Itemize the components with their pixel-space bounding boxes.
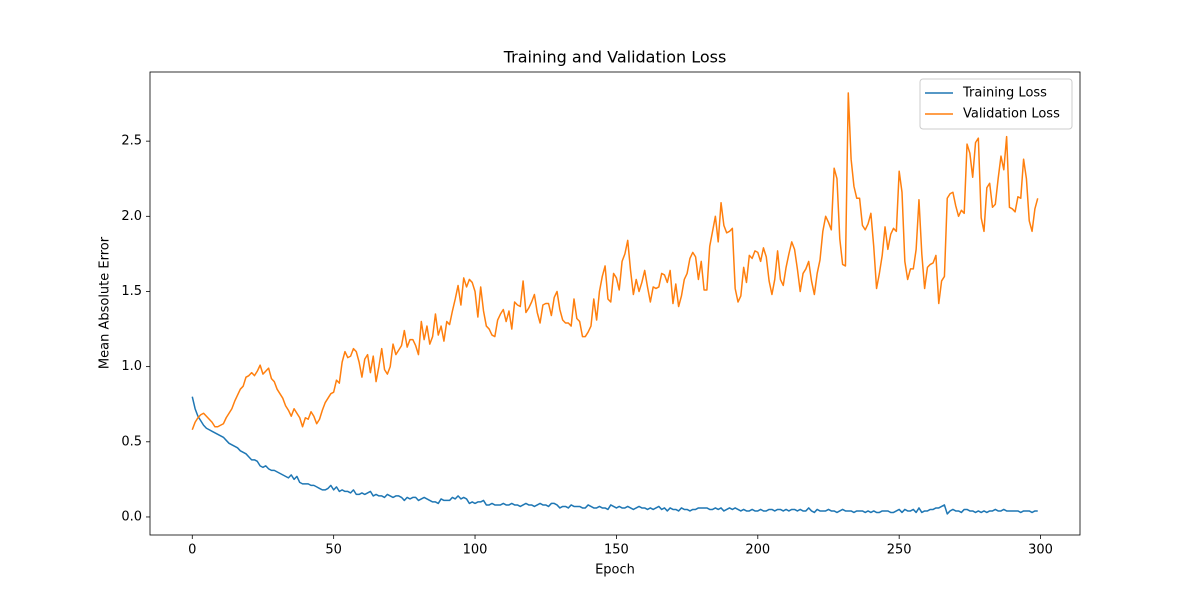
x-tick-label: 250	[887, 543, 912, 558]
y-axis-label: Mean Absolute Error	[98, 236, 113, 369]
x-tick-label: 0	[188, 543, 196, 558]
series-line	[191, 396, 1038, 515]
x-tick-label: 50	[325, 543, 342, 558]
x-tick-label: 100	[463, 543, 488, 558]
y-tick-label: 2.5	[121, 134, 142, 149]
y-tick-label: 2.0	[121, 209, 142, 224]
y-tick-label: 0.0	[121, 509, 142, 524]
x-tick-label: 200	[745, 543, 770, 558]
y-tick-label: 1.0	[121, 359, 142, 374]
series-line	[191, 92, 1039, 431]
x-tick-label: 300	[1028, 543, 1053, 558]
x-axis-label: Epoch	[595, 563, 635, 578]
legend-label: Training Loss	[962, 86, 1047, 101]
axes-frame	[149, 71, 1081, 536]
legend-label: Validation Loss	[963, 107, 1060, 122]
chart-title: Training and Validation Loss	[503, 48, 727, 67]
legend-box	[919, 78, 1073, 130]
x-tick-label: 150	[604, 543, 629, 558]
y-tick-label: 1.5	[121, 284, 142, 299]
y-tick-label: 0.5	[121, 434, 142, 449]
